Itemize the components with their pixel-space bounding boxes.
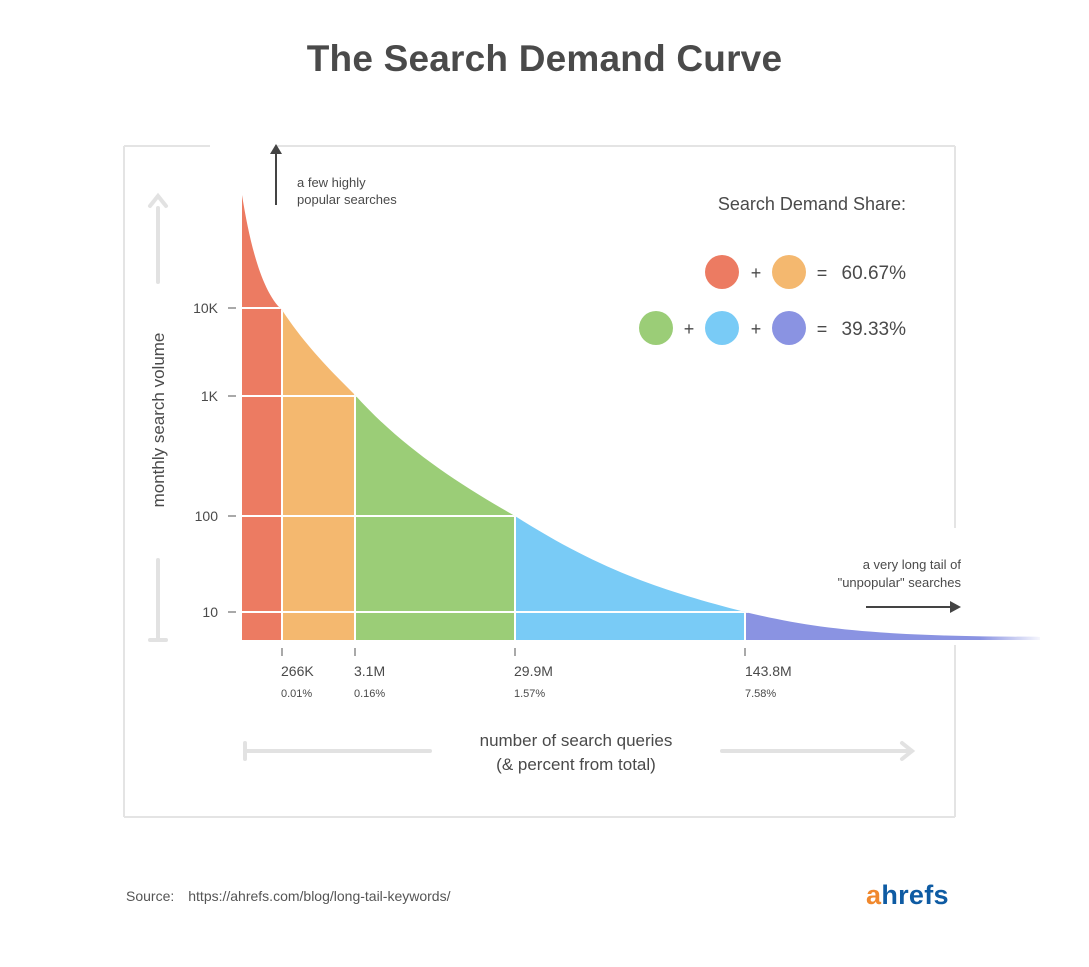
y-tick-label-10: 10 (202, 604, 218, 620)
x-tick-pct-143-8m: 7.58% (745, 688, 776, 700)
annotation-long-tail: a very long tail of "unpopular" searches (838, 557, 962, 613)
y-axis: 10K 1K 100 10 monthly search volume (148, 192, 236, 642)
y-axis-arrow-head (148, 192, 168, 208)
x-tick-label-266k: 266K (281, 663, 314, 679)
x-axis: 266K 0.01% 3.1M 0.16% 29.9M 1.57% 143.8M… (243, 648, 916, 774)
source-note: Source: https://ahrefs.com/blog/long-tail… (126, 888, 450, 904)
legend-dot-red (705, 255, 739, 289)
y-tick-label-1k: 1K (201, 388, 219, 404)
source-url[interactable]: https://ahrefs.com/blog/long-tail-keywor… (188, 888, 451, 904)
legend-dot-orange (772, 255, 806, 289)
page-title: The Search Demand Curve (306, 38, 783, 79)
legend-share-1: 60.67% (842, 263, 907, 284)
y-tick-label-10k: 10K (193, 300, 219, 316)
legend-dot-green (639, 311, 673, 345)
right-arrow-icon (950, 601, 961, 613)
x-tick-label-29-9m: 29.9M (514, 663, 553, 679)
x-tick-pct-29-9m: 1.57% (514, 688, 545, 700)
legend-plus-1: + (751, 263, 762, 283)
logo-a: a (866, 880, 882, 910)
legend: Search Demand Share: + = 60.67% + + = 39… (639, 194, 906, 345)
legend-plus-2: + (684, 319, 695, 339)
legend-dot-purple (772, 311, 806, 345)
x-axis-title-line1: number of search queries (480, 731, 673, 750)
segment-green (355, 90, 515, 640)
annotation-tail-line2: "unpopular" searches (838, 575, 962, 590)
legend-dot-blue (705, 311, 739, 345)
x-tick-pct-266k: 0.01% (281, 688, 312, 700)
x-axis-arrow-head (900, 741, 916, 761)
legend-title: Search Demand Share: (718, 194, 906, 214)
x-tick-label-143-8m: 143.8M (745, 663, 792, 679)
segment-orange (282, 90, 355, 640)
x-tick-label-3-1m: 3.1M (354, 663, 385, 679)
source-label: Source: (126, 888, 175, 904)
legend-plus-3: + (751, 319, 762, 339)
x-tick-pct-3-1m: 0.16% (354, 688, 385, 700)
annotation-popular: a few highly popular searches (270, 144, 397, 207)
segment-purple (745, 90, 1040, 640)
logo-rest: hrefs (881, 880, 949, 910)
y-axis-title: monthly search volume (149, 333, 168, 508)
ahrefs-logo: ahrefs (866, 880, 949, 911)
annotation-popular-line1: a few highly (297, 175, 366, 190)
chart-frame (123, 145, 956, 818)
annotation-popular-line2: popular searches (297, 192, 397, 207)
y-tick-label-100: 100 (195, 508, 219, 524)
segment-blue (515, 90, 745, 640)
legend-equals-1: = (817, 263, 828, 283)
legend-equals-2: = (817, 319, 828, 339)
up-arrow-icon (270, 144, 282, 154)
legend-share-2: 39.33% (842, 319, 907, 340)
x-axis-title-line2: (& percent from total) (496, 755, 656, 774)
annotation-tail-line1: a very long tail of (863, 557, 962, 572)
